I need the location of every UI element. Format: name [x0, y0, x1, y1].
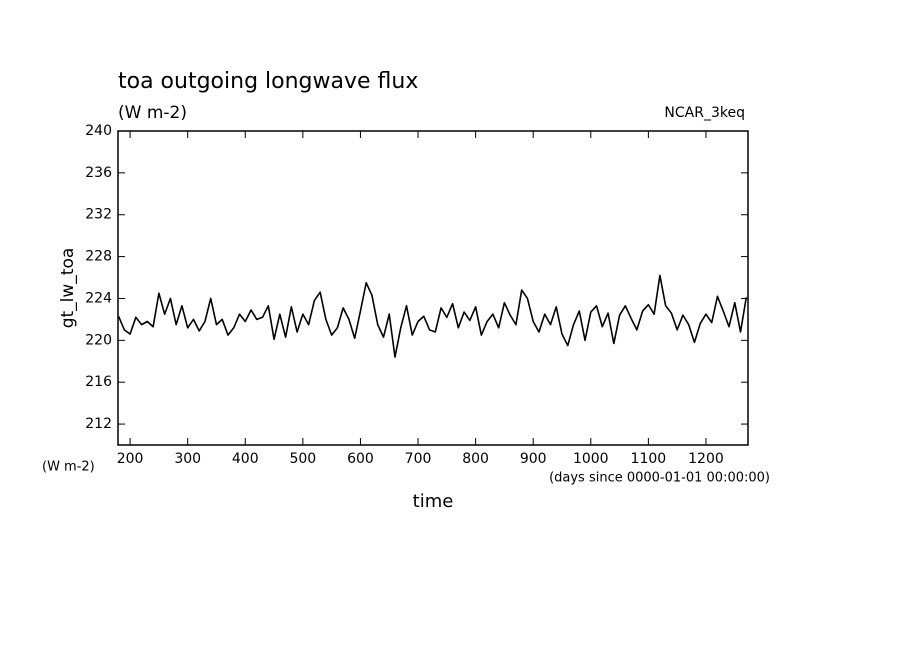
x-axis-label: time: [413, 491, 454, 512]
y-axis-label: gt_lw_toa: [58, 248, 78, 329]
x-tick-label: 400: [232, 451, 259, 467]
y-tick-label: 232: [85, 207, 112, 223]
x-tick-label: 600: [347, 451, 374, 467]
data-line: [117, 274, 748, 358]
y-tick-label: 220: [85, 332, 112, 348]
y-tick-label: 212: [85, 416, 112, 432]
x-tick-label: 300: [174, 451, 201, 467]
x-tick-label: 200: [117, 451, 144, 467]
y-tick-label: 216: [85, 374, 112, 390]
x-tick-label: 500: [289, 451, 316, 467]
x-tick-label: 800: [462, 451, 489, 467]
chart-title: toa outgoing longwave flux: [118, 69, 418, 94]
y-tick-label: 224: [85, 290, 112, 306]
x-unit: (days since 0000-01-01 00:00:00): [549, 471, 770, 486]
x-tick-label: 1100: [631, 451, 667, 467]
y-tick-label: 228: [85, 249, 112, 265]
x-tick-label: 900: [520, 451, 547, 467]
annotation: NCAR_3keq: [664, 105, 745, 121]
x-tick-label: 700: [405, 451, 432, 467]
y-unit: (W m-2): [42, 460, 95, 475]
subtitle: (W m-2): [118, 103, 187, 123]
x-tick-label: 1000: [573, 451, 609, 467]
plot-frame: [117, 130, 749, 446]
y-tick-label: 240: [85, 123, 112, 139]
y-tick-label: 236: [85, 165, 112, 181]
x-tick-label: 1200: [688, 451, 724, 467]
